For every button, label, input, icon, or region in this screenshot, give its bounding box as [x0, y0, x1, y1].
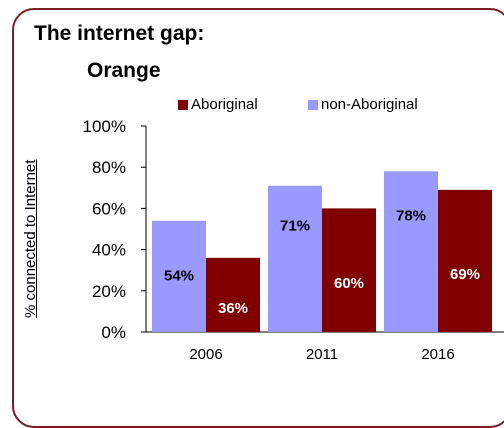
legend-label-non-aboriginal: non-Aboriginal	[321, 96, 418, 113]
legend-label-aboriginal: Aboriginal	[191, 96, 258, 113]
y-tick-label: 20%	[92, 282, 126, 301]
bar-non-aboriginal-2016	[384, 171, 438, 332]
bar-aboriginal-2011	[322, 208, 376, 332]
legend-item-non-aboriginal: non-Aboriginal	[308, 96, 418, 113]
data-label-aboriginal-2006: 36%	[218, 300, 248, 317]
legend-item-aboriginal: Aboriginal	[178, 96, 258, 113]
data-label-non-aboriginal-2006: 54%	[164, 267, 194, 284]
bar-non-aboriginal-2011	[268, 185, 322, 332]
data-label-non-aboriginal-2011: 71%	[280, 218, 310, 235]
y-tick-label: 40%	[92, 241, 126, 260]
chart-title-line2: Orange	[87, 59, 161, 82]
chart-title-line1: The internet gap:	[34, 22, 205, 45]
data-label-aboriginal-2011: 60%	[334, 275, 364, 292]
legend-swatch-non-aboriginal	[308, 99, 318, 110]
bar-aboriginal-2006	[206, 257, 260, 332]
bar-non-aboriginal-2006	[152, 220, 206, 332]
y-tick-label: 80%	[92, 158, 126, 177]
y-tick-label: 0%	[101, 323, 126, 342]
data-label-non-aboriginal-2016: 78%	[396, 207, 426, 224]
y-tick-label: 100%	[83, 117, 126, 136]
bar-chart: 0% 20% 40% 60% 80% 100% 54% 36% 2006 71% 60% 2011 78…	[83, 117, 504, 363]
bar-aboriginal-2016	[438, 189, 492, 332]
y-tick-label: 60%	[92, 199, 126, 218]
data-label-aboriginal-2016: 69%	[450, 266, 480, 283]
x-tick-label: 2016	[421, 346, 454, 363]
x-tick-label: 2006	[189, 346, 222, 363]
x-tick-label: 2011	[306, 346, 338, 363]
legend-swatch-aboriginal	[178, 99, 188, 110]
